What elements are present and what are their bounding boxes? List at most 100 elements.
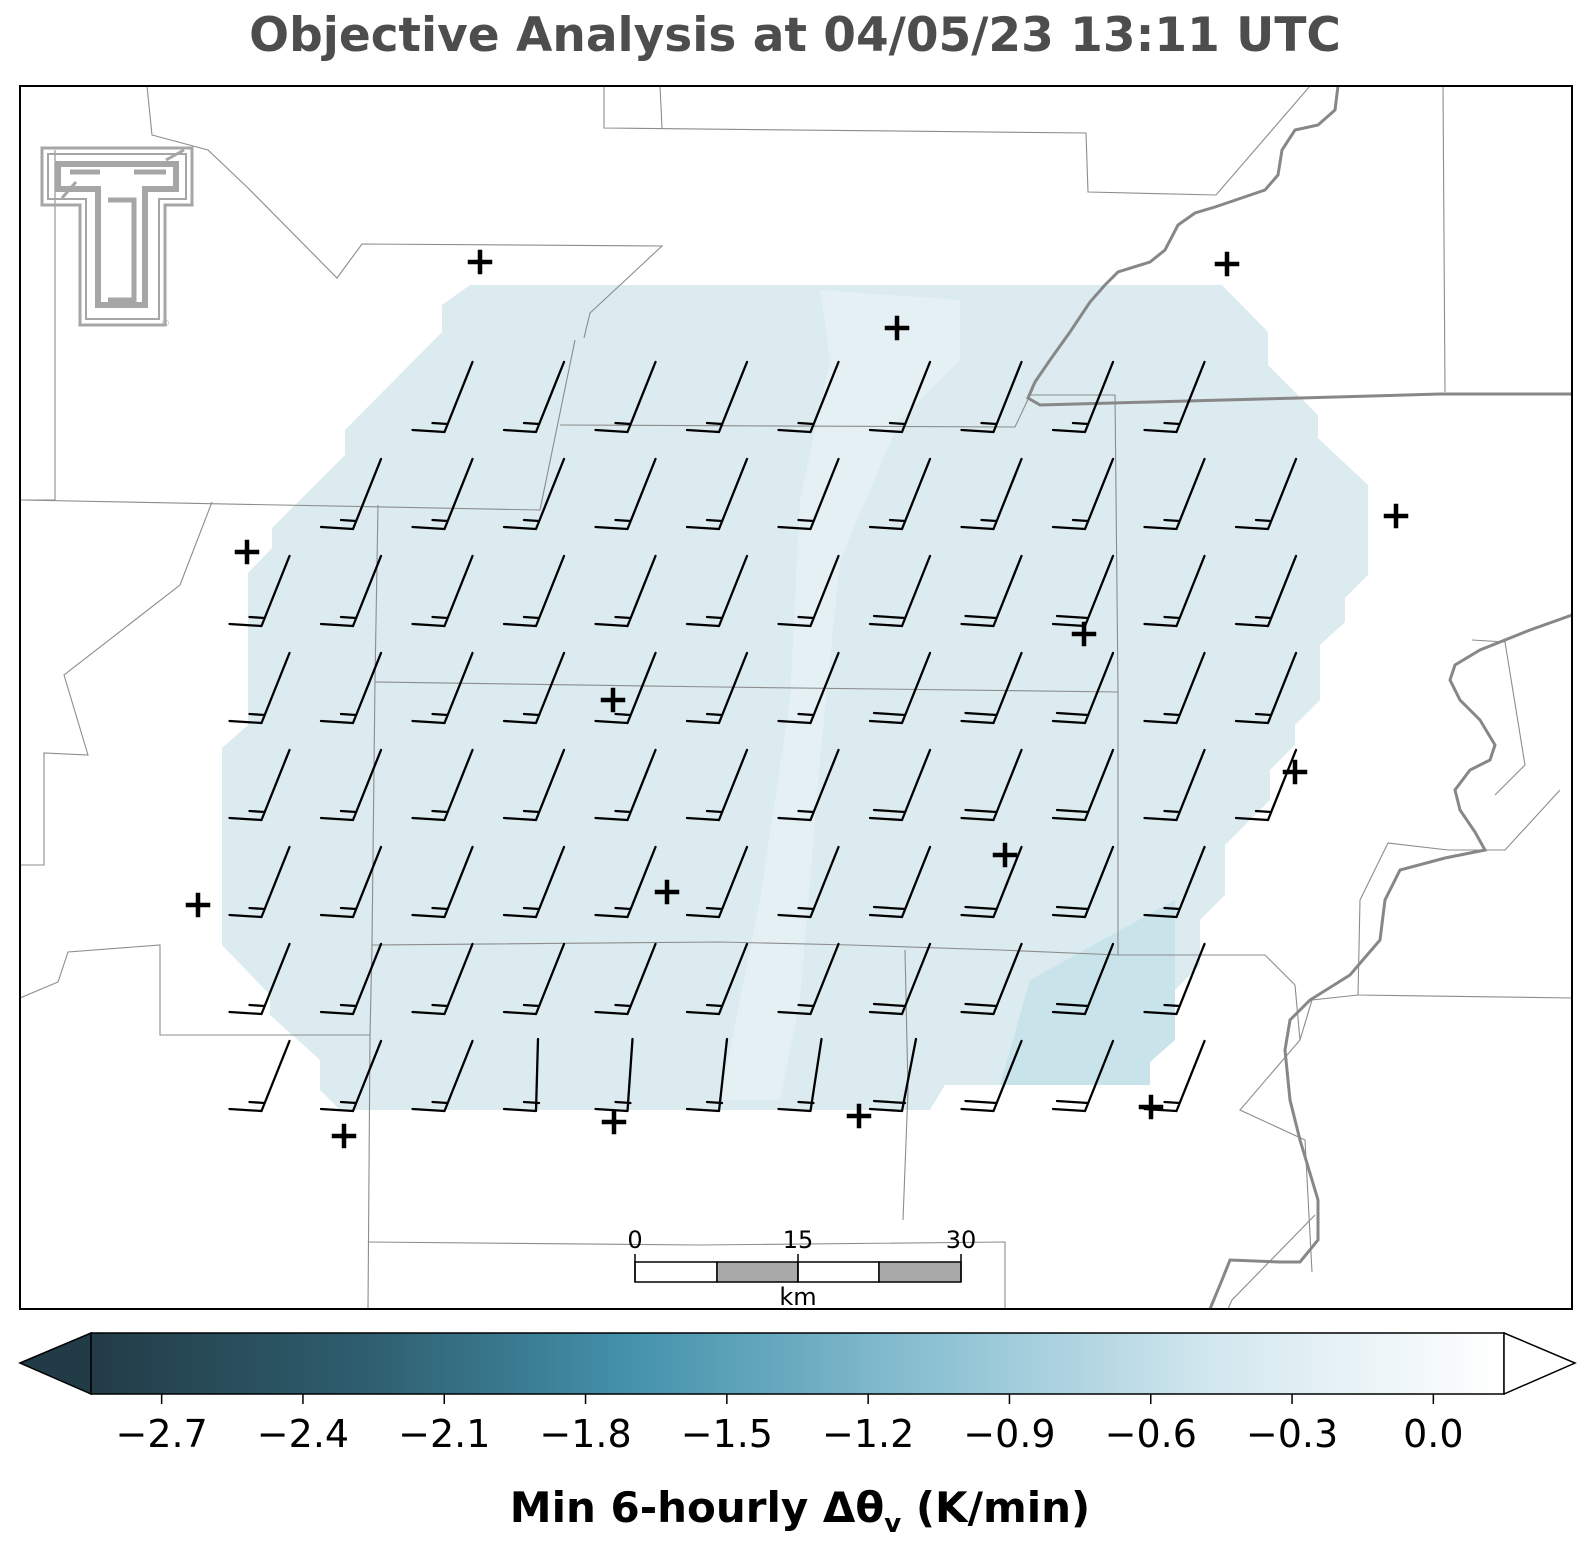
wind-barb <box>411 651 474 725</box>
wind-barb <box>502 457 566 531</box>
station-marker <box>846 1103 872 1129</box>
station-marker <box>234 539 260 565</box>
wind-barb <box>502 748 566 822</box>
wind-barb <box>1143 457 1206 531</box>
wind-barb <box>502 942 566 1016</box>
wind-barb <box>1234 748 1298 822</box>
colorbar-tick-label: −1.8 <box>539 1412 631 1456</box>
wind-barb <box>594 748 657 822</box>
wind-barb <box>960 651 1023 725</box>
wind-barb <box>411 554 474 628</box>
wind-barb <box>1051 748 1115 822</box>
station-marker <box>331 1123 357 1149</box>
state-boundaries <box>1026 86 1572 1309</box>
wind-barb <box>411 748 474 822</box>
wind-barb <box>319 651 383 725</box>
colorbar-tick-label: −2.4 <box>257 1412 349 1456</box>
wind-barb <box>1234 457 1298 531</box>
wind-barb <box>777 554 840 628</box>
wind-barb <box>868 651 932 725</box>
colorbar-tick-label: −0.6 <box>1105 1412 1197 1456</box>
wind-barb <box>319 554 383 628</box>
wind-barb <box>685 845 749 919</box>
wind-barb <box>777 845 840 919</box>
wind-barb <box>1143 554 1206 628</box>
analysis-minimum-patch <box>1000 900 1175 1085</box>
wind-barb <box>685 651 749 725</box>
wind-barb <box>502 554 566 628</box>
colorbar-tick-label: −1.5 <box>681 1412 773 1456</box>
wind-barb <box>1143 845 1206 919</box>
wind-barb <box>594 457 657 531</box>
colorbar-tick-label: −2.1 <box>398 1412 490 1456</box>
colorbar-label: Min 6-hourly Δθv (K/min) <box>510 1483 1090 1539</box>
wind-barb <box>960 845 1023 919</box>
wind-barb <box>777 651 840 725</box>
page-title: Objective Analysis at 04/05/23 13:11 UTC <box>249 8 1341 63</box>
wind-barb <box>868 845 932 919</box>
wind-barb <box>1051 360 1115 434</box>
colorbar: −2.7 −2.4 −2.1 −1.8 −1.5 −1.2 −0.9 −0.6 −0.3 0.0 … <box>18 1331 1577 1539</box>
wind-barb <box>1143 360 1206 434</box>
colorbar-tick-label: −0.9 <box>963 1412 1055 1456</box>
colorbar-tick-label: −1.2 <box>822 1412 914 1456</box>
map-panel[interactable] <box>19 85 1573 1310</box>
colorbar-tick-label: 0.0 <box>1403 1412 1463 1456</box>
scale-bar-tick-15: 15 <box>783 1226 814 1254</box>
wind-barb <box>228 1039 291 1113</box>
texas-tech-logo <box>40 146 194 327</box>
wind-barb <box>960 748 1023 822</box>
wind-barb <box>685 360 749 434</box>
wind-barb <box>1051 457 1115 531</box>
colorbar-tick-label: −2.7 <box>116 1412 208 1456</box>
wind-barb <box>960 1039 1023 1113</box>
wind-barb <box>1051 845 1115 919</box>
station-marker <box>600 687 626 713</box>
wind-barb <box>960 457 1023 531</box>
station-marker <box>1383 503 1409 529</box>
station-marker <box>992 842 1018 868</box>
wind-barb <box>1051 651 1115 725</box>
wind-barb <box>502 1037 541 1113</box>
wind-barb <box>777 457 840 531</box>
wind-barb <box>1143 651 1206 725</box>
wind-barb <box>777 360 840 434</box>
wind-barb <box>685 1037 729 1113</box>
wind-barb <box>960 942 1023 1016</box>
colorbar-max-extension <box>1503 1331 1577 1396</box>
station-marker <box>884 315 910 341</box>
wind-barb <box>868 457 932 531</box>
wind-barb <box>868 360 932 434</box>
wind-barb <box>594 942 657 1016</box>
wind-barb <box>777 748 840 822</box>
station-marker <box>601 1109 627 1135</box>
wind-barb <box>1051 1039 1115 1113</box>
station-marker <box>1138 1094 1164 1120</box>
colorbar-tick-label: −0.3 <box>1246 1412 1338 1456</box>
wind-barb <box>868 1037 918 1113</box>
wind-barb <box>502 651 566 725</box>
station-marker <box>185 892 211 918</box>
wind-barb <box>685 942 749 1016</box>
wind-barb <box>319 1039 383 1113</box>
station-marker <box>654 879 680 905</box>
wind-barb <box>1051 554 1115 628</box>
wind-barb <box>868 942 932 1016</box>
wind-barb <box>960 360 1023 434</box>
scale-bar-tick-30: 30 <box>946 1226 977 1254</box>
wind-barb <box>228 845 291 919</box>
wind-barb <box>228 942 291 1016</box>
wind-barb <box>1234 554 1298 628</box>
scale-bar-tick-0: 0 <box>627 1226 642 1254</box>
wind-barb <box>594 1037 634 1113</box>
wind-barb <box>685 748 749 822</box>
wind-barb <box>319 845 383 919</box>
wind-barb <box>960 554 1023 628</box>
wind-barb <box>1051 942 1115 1016</box>
analysis-light-streak <box>720 290 960 1100</box>
scale-bar-unit: km <box>779 1283 816 1311</box>
wind-barb <box>411 360 474 434</box>
wind-barb <box>228 651 291 725</box>
wind-barb <box>594 360 657 434</box>
wind-barb <box>868 748 932 822</box>
